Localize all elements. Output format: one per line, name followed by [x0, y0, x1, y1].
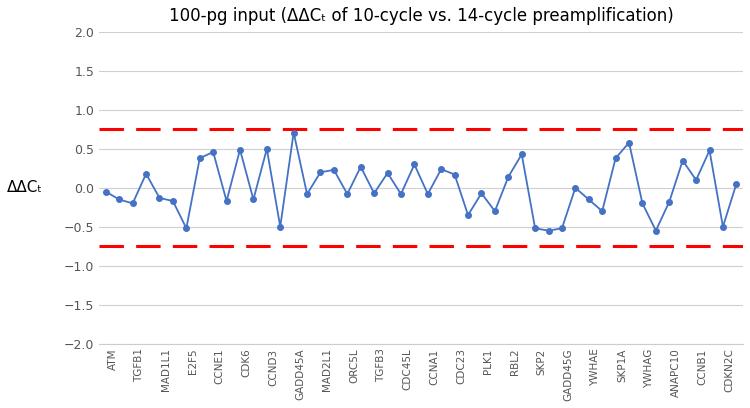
- Y-axis label: ΔΔCₜ: ΔΔCₜ: [7, 180, 43, 195]
- Title: 100-pg input (ΔΔCₜ of 10-cycle vs. 14-cycle preamplification): 100-pg input (ΔΔCₜ of 10-cycle vs. 14-cy…: [169, 7, 674, 25]
